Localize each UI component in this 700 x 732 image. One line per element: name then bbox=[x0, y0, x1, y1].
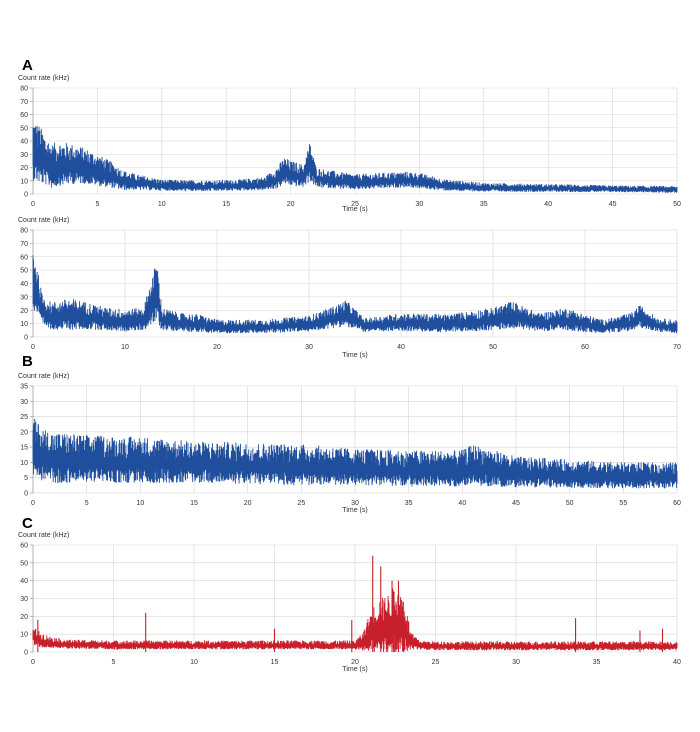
y-tick-label: 10 bbox=[20, 178, 28, 185]
y-tick-label: 10 bbox=[20, 460, 28, 467]
x-tick-label: 60 bbox=[673, 500, 681, 507]
panel-letter-a: A bbox=[22, 57, 33, 74]
x-tick-label: 25 bbox=[297, 500, 305, 507]
x-tick-label: 55 bbox=[619, 500, 627, 507]
y-tick-label: 50 bbox=[20, 268, 28, 275]
x-tick-label: 15 bbox=[271, 659, 279, 666]
y-tick-label: 60 bbox=[20, 254, 28, 261]
panel-letter-b: B bbox=[22, 353, 33, 370]
x-tick-label: 25 bbox=[432, 659, 440, 666]
y-tick-label: 35 bbox=[20, 384, 28, 391]
x-tick-label: 0 bbox=[31, 500, 35, 507]
y-tick-label: 80 bbox=[20, 228, 28, 235]
y-tick-label: 30 bbox=[20, 399, 28, 406]
y-tick-label: 25 bbox=[20, 414, 28, 421]
x-tick-label: 40 bbox=[397, 344, 405, 351]
x-tick-label: 60 bbox=[581, 344, 589, 351]
y-tick-label: 60 bbox=[20, 112, 28, 119]
x-tick-label: 10 bbox=[136, 500, 144, 507]
x-tick-label: 10 bbox=[121, 344, 129, 351]
series-trace bbox=[32, 588, 678, 652]
x-tick-label: 35 bbox=[593, 659, 601, 666]
y-tick-label: 30 bbox=[20, 294, 28, 301]
x-tick-label: 5 bbox=[95, 201, 99, 208]
panel-letter-c: C bbox=[22, 515, 33, 532]
x-axis-label: Time (s) bbox=[342, 352, 367, 359]
y-tick-label: 50 bbox=[20, 560, 28, 567]
x-tick-label: 10 bbox=[158, 201, 166, 208]
x-tick-label: 0 bbox=[31, 201, 35, 208]
x-axis-label: Time (s) bbox=[342, 206, 367, 213]
x-axis-label: Time (s) bbox=[342, 507, 367, 514]
x-tick-label: 20 bbox=[213, 344, 221, 351]
x-tick-label: 5 bbox=[112, 659, 116, 666]
y-tick-label: 10 bbox=[20, 632, 28, 639]
y-tick-label: 50 bbox=[20, 125, 28, 132]
y-axis-label: Count rate (kHz) bbox=[18, 75, 69, 82]
y-tick-label: 0 bbox=[24, 491, 28, 498]
chart-a-top: 0 10 20 30 40 50 60 70 80 0 5 10 15 20 25 30 35 40 45 50 Cou… bbox=[18, 75, 681, 213]
x-tick-label: 5 bbox=[85, 500, 89, 507]
x-tick-label: 20 bbox=[351, 659, 359, 666]
x-axis-label: Time (s) bbox=[342, 666, 367, 673]
x-tick-label: 0 bbox=[31, 659, 35, 666]
y-tick-label: 20 bbox=[20, 614, 28, 621]
y-tick-label: 5 bbox=[24, 475, 28, 482]
x-tick-label: 40 bbox=[673, 659, 681, 666]
series-trace bbox=[32, 125, 678, 193]
y-tick-label: 30 bbox=[20, 596, 28, 603]
y-tick-label: 20 bbox=[20, 165, 28, 172]
x-tick-label: 40 bbox=[458, 500, 466, 507]
x-tick-label: 40 bbox=[544, 201, 552, 208]
y-tick-label: 30 bbox=[20, 152, 28, 159]
x-tick-label: 30 bbox=[351, 500, 359, 507]
chart-c: 0 10 20 30 40 50 60 0 5 10 15 20 25 30 35 40 Count rate … bbox=[18, 532, 681, 673]
x-tick-label: 50 bbox=[673, 201, 681, 208]
x-tick-label: 50 bbox=[566, 500, 574, 507]
y-tick-label: 80 bbox=[20, 86, 28, 93]
x-tick-label: 15 bbox=[190, 500, 198, 507]
x-tick-label: 70 bbox=[673, 344, 681, 351]
x-tick-label: 35 bbox=[480, 201, 488, 208]
chart-a-bottom: 0 10 20 30 40 50 60 70 80 0 10 20 30 40 50 60 70 Count ra… bbox=[18, 217, 681, 359]
x-tick-label: 45 bbox=[609, 201, 617, 208]
y-tick-label: 0 bbox=[24, 335, 28, 342]
y-tick-label: 40 bbox=[20, 281, 28, 288]
x-tick-label: 30 bbox=[416, 201, 424, 208]
y-tick-label: 0 bbox=[24, 192, 28, 199]
y-tick-label: 70 bbox=[20, 241, 28, 248]
x-tick-label: 10 bbox=[190, 659, 198, 666]
y-tick-label: 20 bbox=[20, 429, 28, 436]
y-tick-label: 15 bbox=[20, 445, 28, 452]
series-trace bbox=[32, 255, 678, 334]
x-tick-label: 25 bbox=[351, 201, 359, 208]
chart-b: 0 5 10 15 20 25 30 35 0 5 10 15 20 25 30 35 40 45 50 55 60 Co… bbox=[18, 373, 681, 514]
x-tick-label: 35 bbox=[405, 500, 413, 507]
y-tick-label: 0 bbox=[24, 650, 28, 657]
x-tick-label: 15 bbox=[222, 201, 230, 208]
x-tick-label: 30 bbox=[512, 659, 520, 666]
x-tick-label: 20 bbox=[244, 500, 252, 507]
y-tick-label: 40 bbox=[20, 139, 28, 146]
y-axis-label: Count rate (kHz) bbox=[18, 373, 69, 380]
series-trace bbox=[32, 418, 678, 489]
x-tick-label: 0 bbox=[31, 344, 35, 351]
x-tick-label: 50 bbox=[489, 344, 497, 351]
y-tick-label: 60 bbox=[20, 543, 28, 550]
y-tick-label: 10 bbox=[20, 321, 28, 328]
y-axis-label: Count rate (kHz) bbox=[18, 217, 69, 224]
x-tick-label: 30 bbox=[305, 344, 313, 351]
y-tick-label: 40 bbox=[20, 578, 28, 585]
y-axis-label: Count rate (kHz) bbox=[18, 532, 69, 539]
y-tick-label: 70 bbox=[20, 99, 28, 106]
x-tick-label: 45 bbox=[512, 500, 520, 507]
y-tick-label: 20 bbox=[20, 308, 28, 315]
x-tick-label: 20 bbox=[287, 201, 295, 208]
